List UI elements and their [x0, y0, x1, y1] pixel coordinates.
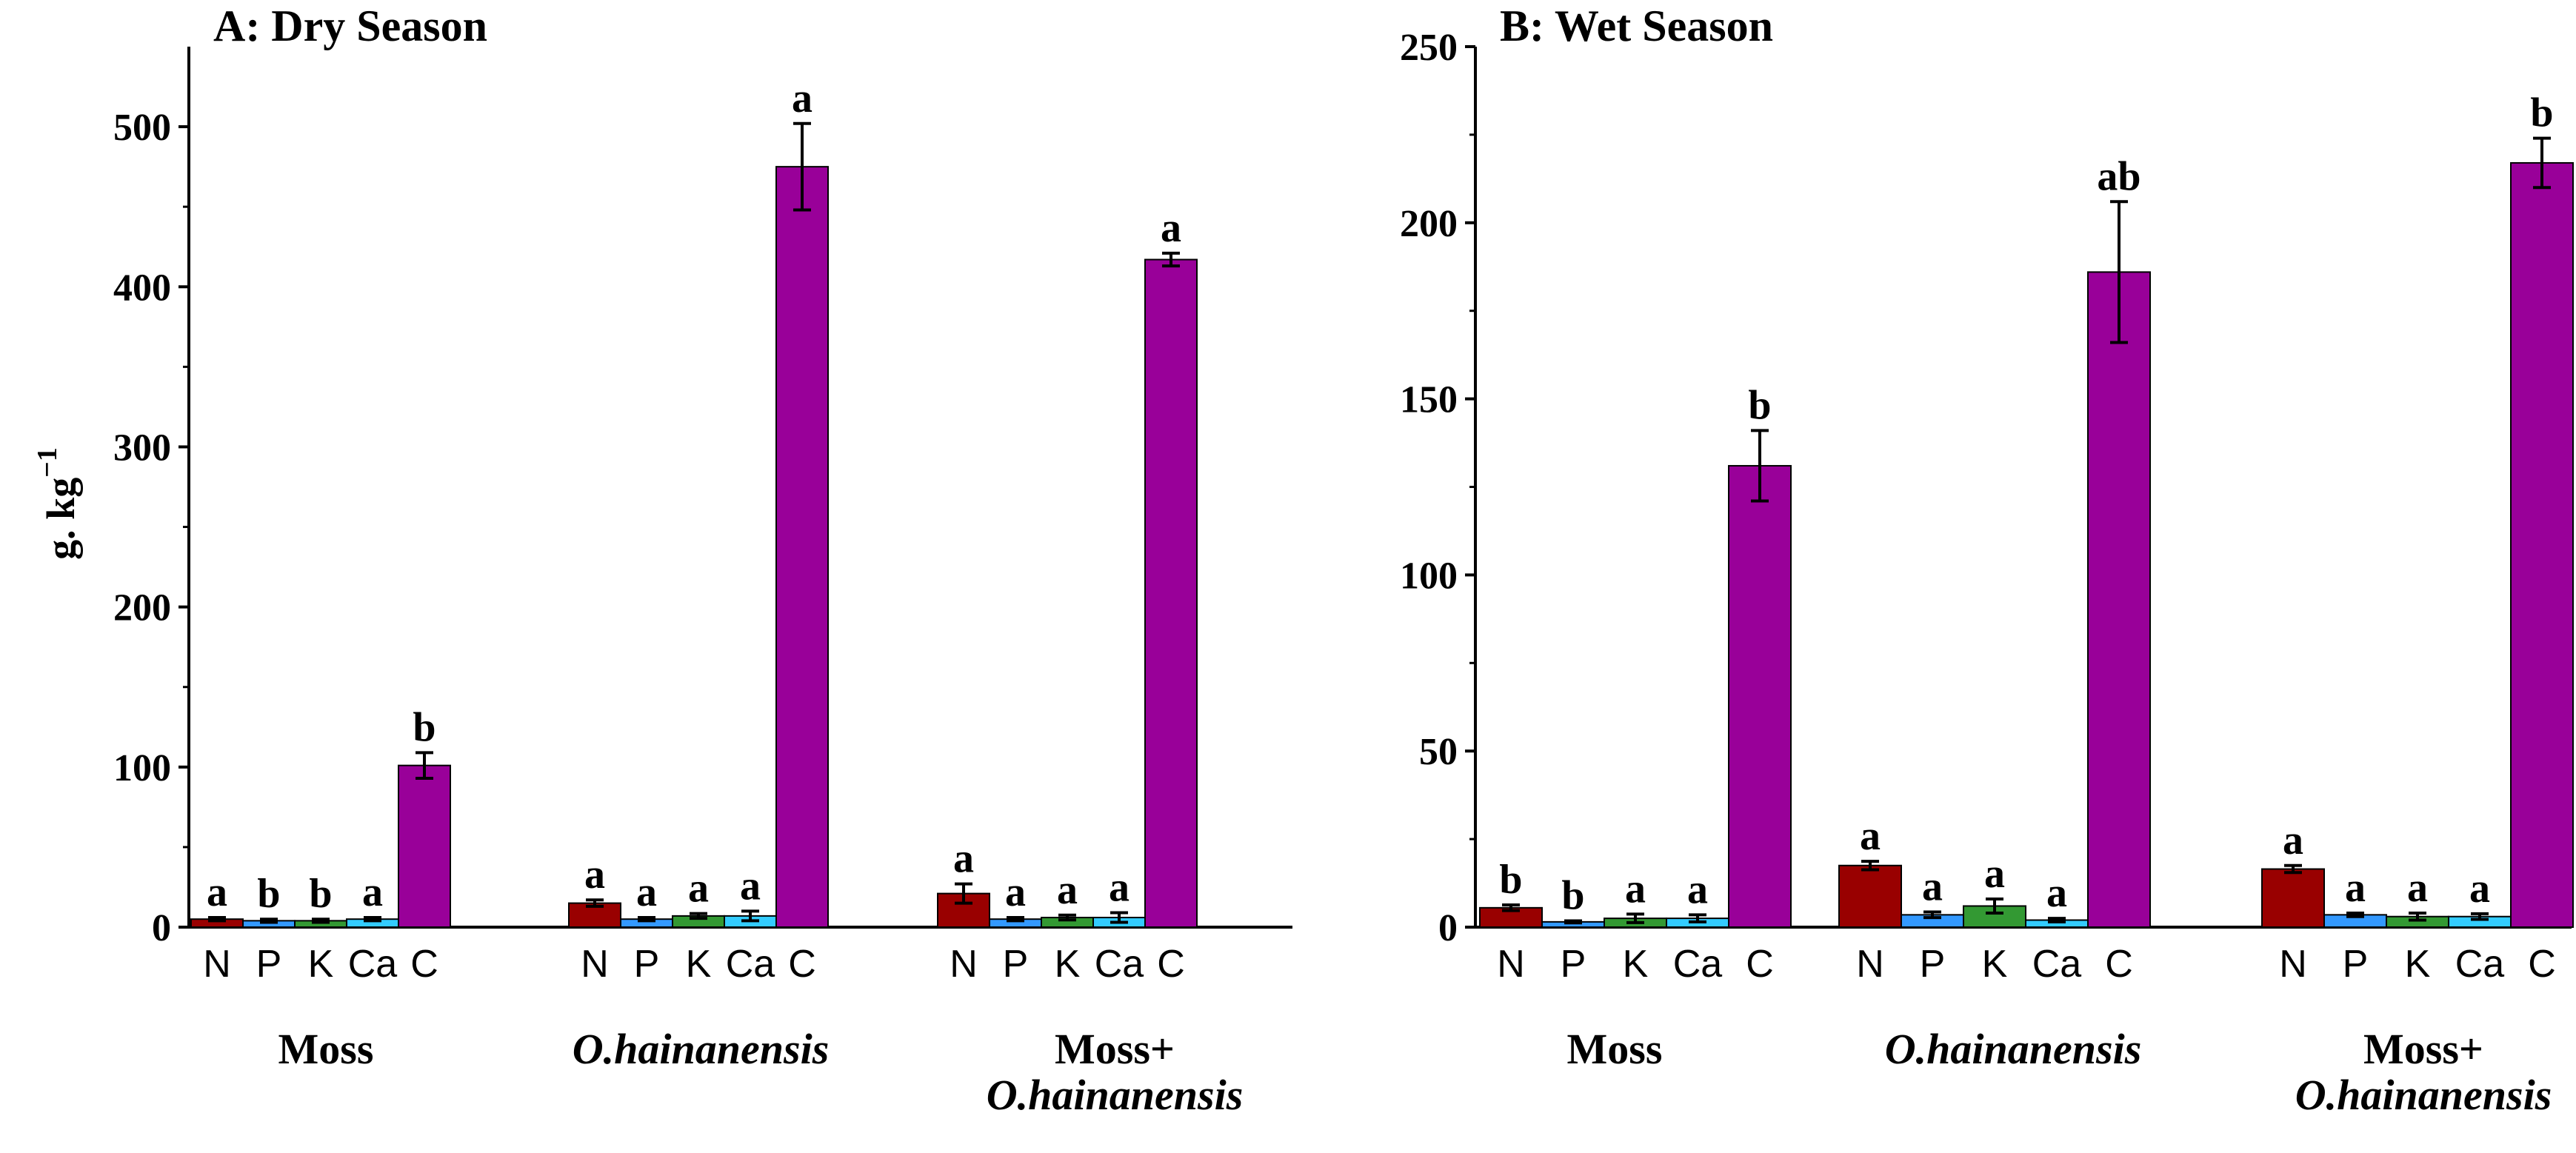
y-tick-label: 200 — [113, 587, 171, 629]
significance-letter: b — [1561, 872, 1584, 918]
significance-letter: b — [309, 871, 332, 917]
significance-letter: a — [1109, 865, 1129, 911]
significance-letter: a — [1687, 866, 1708, 912]
significance-letter: a — [1005, 869, 1026, 915]
x-tick-label: K — [308, 943, 334, 986]
bar-c — [2087, 271, 2151, 929]
significance-letter: b — [413, 704, 436, 750]
significance-letter: b — [1748, 382, 1771, 428]
significance-letter: a — [1625, 866, 1646, 912]
significance-letter: a — [1860, 813, 1881, 859]
group-label: O.hainanensis — [1885, 1025, 2142, 1073]
group-label: O.hainanensis — [573, 1025, 830, 1073]
x-tick-label: P — [1003, 943, 1029, 986]
x-tick-label: N — [1856, 943, 1884, 986]
y-tick-label: 100 — [1400, 555, 1458, 597]
significance-letter: a — [1161, 205, 1181, 251]
x-tick-label: N — [1497, 943, 1525, 986]
x-tick-label: K — [1055, 943, 1081, 986]
y-tick-label: 500 — [113, 107, 171, 149]
x-tick-label: N — [2279, 943, 2307, 986]
significance-letter: a — [362, 869, 383, 915]
significance-letter: a — [792, 76, 812, 121]
x-tick-label: Ca — [1673, 943, 1723, 986]
group-label: Moss+ — [2363, 1025, 2483, 1073]
significance-letter: ab — [2097, 153, 2140, 199]
x-tick-label: N — [581, 943, 609, 986]
x-tick-label: K — [1623, 943, 1649, 986]
bar-c — [1728, 464, 1792, 928]
x-tick-label: C — [788, 943, 816, 986]
bar-c — [2510, 161, 2574, 928]
significance-letter: a — [1057, 867, 1078, 913]
significance-letter: a — [636, 869, 657, 915]
panel-dry-season: A: Dry Season0100200300400500aNbPbKaCabC… — [113, 1, 1292, 1119]
y-tick-label: 0 — [1438, 907, 1458, 949]
panel-wet-season: B: Wet Season050100150200250bNbPaKaCabCM… — [1400, 1, 2574, 1119]
bar-n — [568, 902, 621, 929]
y-tick-label: 400 — [113, 267, 171, 309]
y-tick-label: 200 — [1400, 203, 1458, 245]
significance-letter: b — [257, 871, 280, 917]
chart-title: B: Wet Season — [1500, 1, 1773, 50]
group-label: Moss+ — [1055, 1025, 1175, 1073]
x-tick-label: K — [1982, 943, 2008, 986]
x-tick-label: Ca — [2455, 943, 2505, 986]
x-tick-label: Ca — [348, 943, 398, 986]
y-tick-label: 300 — [113, 427, 171, 469]
x-tick-label: Ca — [726, 943, 775, 986]
y-tick-label: 250 — [1400, 27, 1458, 69]
x-tick-label: K — [686, 943, 712, 986]
x-tick-label: P — [634, 943, 660, 986]
significance-letter: a — [1922, 864, 1943, 910]
y-axis-label-text: g. kg — [39, 478, 83, 560]
significance-letter: a — [584, 852, 605, 898]
x-tick-label: Ca — [2032, 943, 2082, 986]
significance-letter: a — [740, 863, 761, 909]
bar-c — [1144, 258, 1198, 929]
x-tick-label: N — [203, 943, 231, 986]
x-tick-label: Ca — [1095, 943, 1144, 986]
bar-c — [398, 764, 451, 929]
significance-letter: a — [2345, 865, 2366, 911]
x-tick-label: C — [2528, 943, 2556, 986]
group-label: Moss — [1567, 1025, 1663, 1073]
y-tick-label: 100 — [113, 747, 171, 789]
x-tick-label: C — [2105, 943, 2133, 986]
significance-letter: a — [2469, 866, 2490, 912]
bar-c — [775, 166, 829, 929]
group-label: O.hainanensis — [2295, 1071, 2552, 1119]
significance-letter: a — [207, 869, 227, 915]
x-tick-label: C — [1746, 943, 1774, 986]
group-label: O.hainanensis — [987, 1071, 1244, 1119]
x-tick-label: P — [1920, 943, 1946, 986]
x-tick-label: P — [256, 943, 282, 986]
bar-n — [2261, 868, 2325, 928]
significance-letter: b — [2530, 90, 2553, 136]
chart-title: A: Dry Season — [213, 1, 487, 50]
x-tick-label: N — [950, 943, 978, 986]
x-tick-label: C — [1157, 943, 1185, 986]
significance-letter: a — [2046, 870, 2067, 916]
y-axis-label: g. kg−1 — [32, 447, 83, 560]
significance-letter: a — [953, 836, 974, 882]
significance-letter: a — [688, 866, 709, 912]
x-tick-label: K — [2405, 943, 2431, 986]
y-axis-label-superscript: −1 — [32, 447, 63, 478]
significance-letter: b — [1499, 857, 1522, 903]
group-label: Moss — [278, 1025, 374, 1073]
significance-letter: a — [2283, 818, 2303, 863]
significance-letter: a — [2407, 865, 2428, 911]
y-tick-label: 50 — [1419, 731, 1458, 773]
x-tick-label: P — [1561, 943, 1586, 986]
y-tick-label: 150 — [1400, 379, 1458, 421]
bar-n — [1838, 864, 1902, 929]
x-tick-label: P — [2343, 943, 2369, 986]
significance-letter: a — [1984, 851, 2005, 897]
x-tick-label: C — [410, 943, 438, 986]
y-tick-label: 0 — [152, 907, 171, 949]
